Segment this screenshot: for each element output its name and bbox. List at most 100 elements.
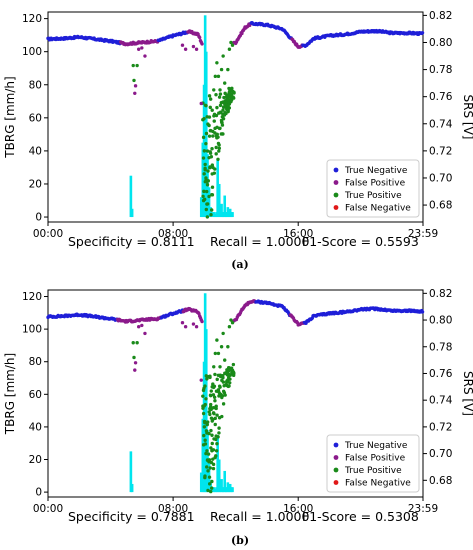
srs-point bbox=[218, 110, 223, 114]
srs-point bbox=[208, 150, 212, 154]
y2-axis-label: SRS [V] bbox=[461, 95, 473, 140]
srs-point bbox=[215, 442, 219, 446]
srs-point bbox=[207, 115, 212, 119]
srs-point bbox=[203, 168, 207, 172]
srs-point bbox=[204, 429, 209, 433]
srs-point bbox=[204, 374, 208, 378]
srs-point bbox=[213, 351, 218, 356]
chart-panel-a: 0 20 40 60 80 100 120 0.68 0.70 0.72 0.74 0.76 0.78 0… bbox=[3, 10, 473, 271]
srs-point bbox=[221, 54, 225, 58]
srs-point bbox=[209, 213, 213, 217]
legend-box bbox=[326, 159, 420, 218]
y-tick-label: 120 bbox=[22, 13, 42, 25]
rain-bar bbox=[220, 479, 223, 493]
y2-tick-label: 0.76 bbox=[429, 368, 453, 380]
rain-bar bbox=[222, 212, 225, 218]
srs-point bbox=[220, 394, 225, 398]
x-tick-label: 08:00 bbox=[158, 503, 188, 515]
srs-point bbox=[200, 319, 204, 324]
f1-score-label: F1-Score = 0.5593 bbox=[302, 234, 419, 249]
srs-point bbox=[227, 325, 232, 329]
srs-point bbox=[214, 93, 218, 97]
rain-bar bbox=[207, 187, 211, 218]
rain-bar bbox=[225, 212, 228, 218]
srs-point bbox=[228, 377, 232, 381]
y-tick-label: 20 bbox=[29, 178, 42, 190]
x-tick-label: 23:59 bbox=[408, 503, 438, 515]
legend-marker bbox=[333, 480, 339, 485]
srs-point bbox=[208, 393, 213, 397]
srs-point bbox=[209, 460, 214, 465]
srs-point bbox=[214, 437, 218, 442]
srs-point bbox=[210, 146, 214, 151]
srs-point bbox=[206, 469, 210, 473]
srs-point bbox=[210, 193, 214, 197]
srs-point bbox=[214, 434, 218, 438]
y2-tick-label: 0.70 bbox=[429, 172, 452, 184]
rain-bar bbox=[215, 487, 218, 493]
y2-tick-label: 0.82 bbox=[429, 288, 452, 300]
srs-point bbox=[217, 431, 221, 435]
srs-point bbox=[206, 122, 210, 126]
rain-bar bbox=[216, 159, 219, 218]
srs-point bbox=[204, 176, 208, 180]
srs-point bbox=[202, 419, 207, 424]
srs-point bbox=[143, 331, 147, 336]
legend-marker bbox=[333, 467, 339, 473]
srs-point bbox=[133, 84, 138, 88]
rain-bar bbox=[212, 212, 216, 218]
srs-point bbox=[210, 385, 214, 389]
srs-point bbox=[194, 47, 199, 51]
srs-point bbox=[231, 371, 235, 376]
legend-marker bbox=[333, 455, 339, 460]
rain-bar bbox=[130, 208, 134, 218]
srs-point bbox=[227, 100, 231, 105]
srs-point bbox=[197, 35, 202, 40]
srs-point bbox=[228, 381, 232, 385]
srs-point bbox=[213, 399, 217, 403]
specificity-label: Specificity = 0.7881 bbox=[68, 509, 195, 524]
srs-point bbox=[221, 389, 226, 394]
rain-bar bbox=[129, 175, 133, 218]
srs-point bbox=[226, 384, 230, 389]
srs-point bbox=[217, 390, 221, 394]
legend-marker bbox=[333, 192, 339, 198]
srs-point bbox=[201, 135, 206, 140]
srs-point bbox=[135, 341, 139, 345]
legend-box bbox=[326, 434, 420, 493]
srs-point bbox=[218, 385, 222, 389]
rain-bar bbox=[217, 183, 221, 218]
srs-point bbox=[221, 402, 226, 406]
rain-bar bbox=[226, 482, 230, 493]
legend-label: False Negative bbox=[345, 204, 411, 214]
srs-point bbox=[217, 126, 222, 131]
rain-bar bbox=[220, 203, 223, 218]
srs-point bbox=[229, 40, 233, 45]
srs-point bbox=[230, 43, 235, 47]
legend-label: True Negative bbox=[344, 441, 408, 451]
rain-bar bbox=[219, 487, 222, 493]
rain-bar bbox=[215, 212, 218, 218]
srs-point bbox=[209, 416, 214, 420]
srs-point bbox=[212, 395, 217, 399]
srs-point bbox=[219, 374, 224, 378]
srs-point bbox=[224, 98, 229, 102]
rain-bar bbox=[226, 207, 230, 218]
srs-point bbox=[191, 322, 196, 326]
srs-point bbox=[213, 372, 217, 377]
srs-point bbox=[217, 394, 221, 398]
srs-point bbox=[204, 397, 208, 401]
srs-point bbox=[211, 382, 215, 386]
rain-bar bbox=[204, 329, 208, 493]
srs-point bbox=[210, 441, 214, 446]
srs-point bbox=[214, 449, 219, 453]
srs-point bbox=[212, 365, 216, 369]
f1-score-label: F1-Score = 0.5308 bbox=[302, 509, 419, 524]
y-tick-label: 40 bbox=[29, 421, 42, 433]
srs-point bbox=[208, 405, 213, 409]
srs-point bbox=[214, 406, 218, 411]
srs-point bbox=[183, 47, 188, 51]
legend: True Negative False Positive True Positive… bbox=[326, 434, 420, 493]
srs-point bbox=[207, 94, 212, 98]
srs-point bbox=[215, 105, 219, 110]
